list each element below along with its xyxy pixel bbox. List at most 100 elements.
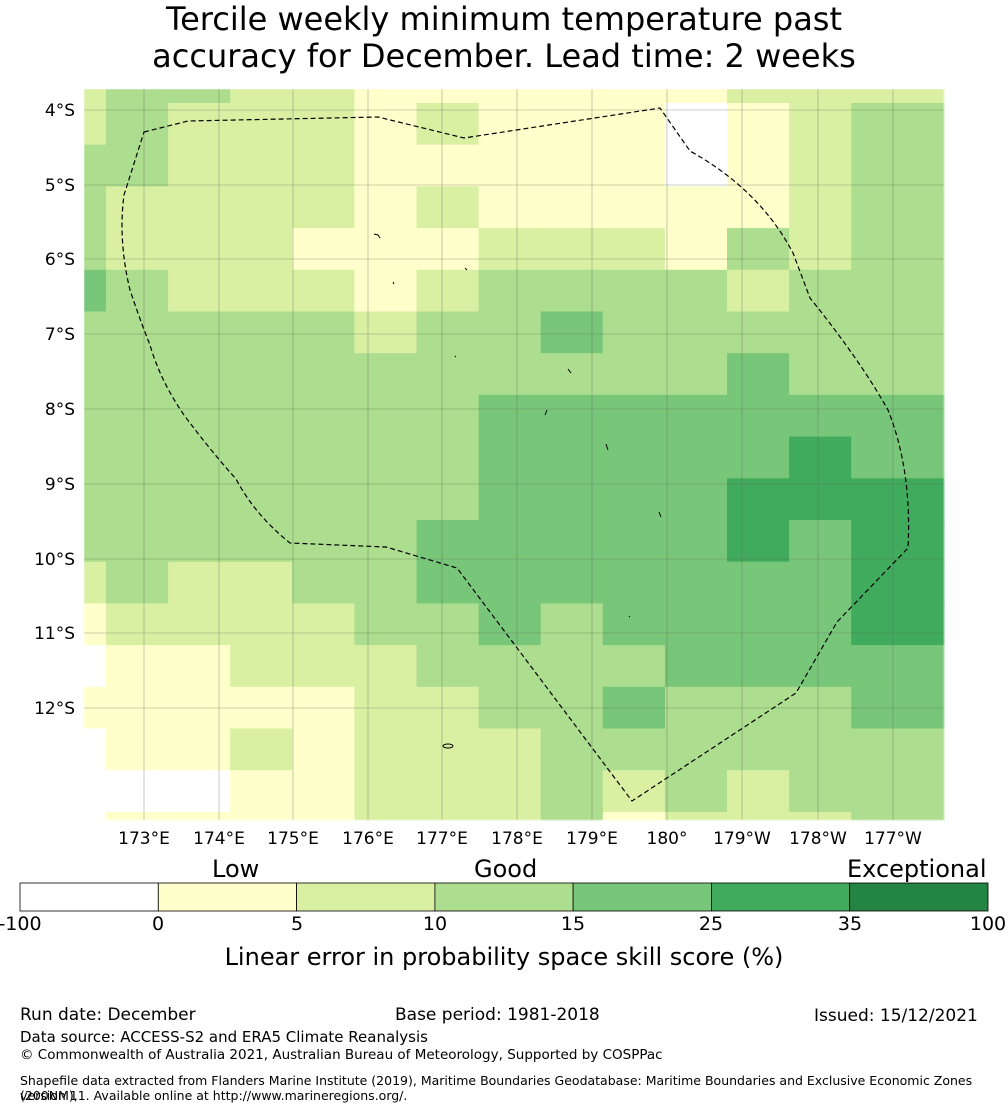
category-low-label: Low — [212, 855, 260, 883]
grid-cell — [540, 311, 604, 354]
grid-cell — [168, 311, 231, 354]
grid-cell — [84, 144, 107, 187]
grid-cell — [602, 228, 666, 271]
grid-cell — [664, 311, 728, 354]
grid-cell — [664, 353, 728, 396]
grid-cell — [416, 353, 480, 396]
grid-cell — [789, 228, 852, 271]
grid-cell — [106, 603, 169, 646]
longitude-label: 177°E — [416, 829, 468, 849]
grid-cell — [354, 645, 418, 688]
grid-cell — [540, 520, 604, 563]
grid-cell — [727, 394, 790, 438]
grid-cell — [354, 353, 418, 396]
grid-cell — [602, 353, 666, 396]
grid-cell — [789, 186, 852, 229]
grid-cell — [230, 520, 293, 563]
grid-cell — [416, 186, 480, 229]
grid-cell — [168, 353, 231, 396]
grid-cell — [168, 645, 231, 688]
island — [454, 355, 457, 358]
island — [442, 743, 454, 749]
grid-cell — [416, 478, 480, 521]
grid-cell — [84, 186, 107, 229]
grid-cell — [292, 728, 355, 771]
grid-cell — [354, 89, 418, 104]
grid-cell — [292, 478, 355, 521]
category-exceptional-label: Exceptional — [847, 855, 987, 883]
grid-cell — [354, 811, 418, 821]
grid-cell — [478, 645, 542, 688]
grid-cell — [540, 645, 604, 688]
colorbar-tick: 5 — [290, 913, 304, 935]
grid-cell — [416, 645, 480, 688]
latitude-label: 12°S — [34, 699, 75, 719]
grid-cell — [106, 561, 169, 604]
grid-cell — [84, 645, 107, 688]
longitude-label: 173°E — [118, 829, 170, 849]
grid-cell — [168, 478, 231, 521]
grid-cell — [230, 811, 293, 821]
grid-cell — [727, 770, 790, 813]
grid-cell — [664, 269, 728, 313]
latitude-label: 11°S — [34, 624, 75, 644]
grid-cell — [354, 561, 418, 604]
grid-cell — [540, 436, 604, 479]
grid-cell — [602, 645, 666, 688]
grid-cell — [727, 269, 790, 313]
grid-cell — [106, 353, 169, 396]
grid-cell — [84, 478, 107, 521]
skill-grid — [84, 89, 945, 821]
grid-cell — [354, 436, 418, 479]
grid-cell — [292, 269, 355, 313]
latitude-label: 5°S — [45, 176, 75, 196]
grid-cell — [168, 144, 231, 187]
grid-cell — [789, 561, 852, 604]
grid-cell — [106, 269, 169, 313]
grid-cell — [292, 89, 355, 104]
map-frame — [83, 88, 945, 821]
grid-cell — [789, 144, 852, 187]
grid-cell — [478, 394, 542, 438]
grid-cell — [230, 269, 293, 313]
grid-cell — [789, 811, 852, 821]
base-period: Base period: 1981-2018 — [395, 1005, 600, 1025]
grid-cell — [106, 103, 169, 146]
grid-cell — [478, 186, 542, 229]
latitude-labels: 4°S 5°S 6°S 7°S 8°S 9°S 10°S 11°S 12°S — [34, 101, 75, 719]
grid-cell — [168, 394, 231, 438]
grid-cell — [292, 770, 355, 813]
grid-cell — [664, 520, 728, 563]
map-title-line-2: accuracy for December. Lead time: 2 week… — [152, 37, 856, 75]
grid-cell — [292, 603, 355, 646]
grid-cell — [106, 436, 169, 479]
grid-cell — [106, 89, 169, 104]
grid-cell — [106, 186, 169, 229]
grid-cell — [292, 311, 355, 354]
grid-cell — [851, 645, 945, 688]
grid-cell — [416, 144, 480, 187]
grid-cell — [354, 728, 418, 771]
grid-cell — [416, 228, 480, 271]
grid-cell — [230, 144, 293, 187]
grid-cell — [851, 520, 945, 563]
grid-cell — [851, 353, 945, 396]
grid-cell — [292, 645, 355, 688]
grid-cell — [84, 770, 107, 813]
grid-cell — [168, 520, 231, 563]
grid-cell — [106, 728, 169, 771]
grid-cell — [230, 478, 293, 521]
grid-cell — [478, 728, 542, 771]
grid-cell — [664, 811, 728, 821]
grid-cell — [354, 520, 418, 563]
grid-cell — [106, 811, 169, 821]
colorbar-tick: 15 — [560, 913, 586, 935]
grid-cell — [416, 436, 480, 479]
grid-cell — [230, 103, 293, 146]
grid-cell — [168, 811, 231, 821]
longitude-label: 178°E — [491, 829, 543, 849]
grid-cell — [230, 186, 293, 229]
grid-cell — [727, 728, 790, 771]
grid-cell — [84, 561, 107, 604]
